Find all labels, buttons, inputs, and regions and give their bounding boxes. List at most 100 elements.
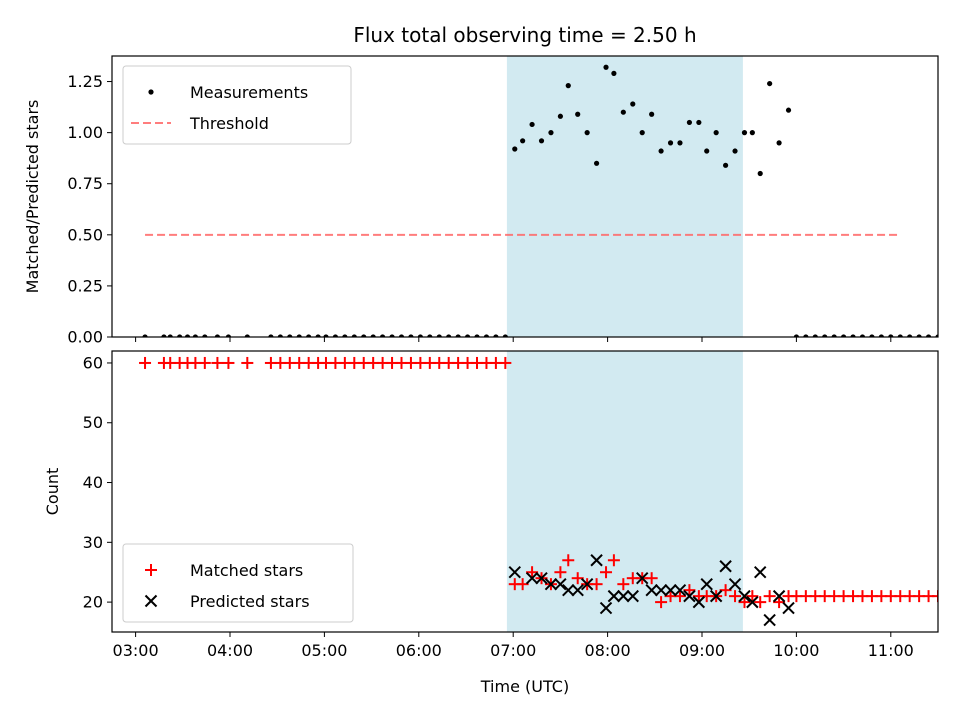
data-point-measurements [538, 138, 545, 144]
data-point-measurements [351, 334, 357, 337]
data-point-predicted-stars [746, 595, 759, 609]
data-point-measurements [812, 334, 818, 337]
data-point-predicted-stars [763, 613, 776, 627]
plot-area [139, 356, 960, 627]
data-point-measurements [427, 334, 433, 337]
data-point-matched-stars [673, 590, 686, 603]
data-point-predicted-stars [580, 577, 594, 591]
data-point-matched-stars [562, 554, 575, 567]
y-tick-label: 0.25 [67, 276, 103, 295]
data-point-measurements [803, 334, 809, 337]
data-point-measurements [945, 334, 950, 339]
data-point-measurements [776, 140, 782, 146]
observing-window-shade [506, 56, 743, 337]
data-point-matched-stars [607, 554, 620, 567]
data-point-measurements [408, 334, 414, 337]
data-point-measurements [177, 334, 183, 337]
data-point-measurements [916, 334, 922, 337]
data-point-predicted-stars [692, 595, 706, 609]
data-point-measurements [529, 121, 535, 128]
data-point-measurements [287, 334, 293, 337]
legend-box [122, 543, 354, 623]
ratio-panel: 0.00 0.25 0.50 0.75 1.00 1.25 Matched/Predicte… [23, 55, 959, 347]
data-point-measurements [859, 334, 866, 337]
data-point-matched-stars [683, 584, 696, 597]
legend: Measurements Threshold [122, 65, 352, 145]
x-tick-label: 09:00 [679, 641, 725, 660]
data-point-predicted-stars [590, 554, 603, 567]
data-point-measurements [575, 111, 581, 117]
data-point-measurements [713, 130, 719, 136]
data-point-matched-stars [211, 356, 224, 369]
data-point-measurements [749, 130, 755, 136]
legend-entry-measurements: Measurements [190, 83, 308, 102]
data-point-matched-stars [951, 590, 960, 602]
legend-entry-predicted-stars: Predicted stars [190, 592, 310, 611]
data-point-measurements [677, 140, 683, 146]
y-tick-label: 1.25 [67, 72, 103, 91]
data-point-matched-stars [198, 356, 211, 369]
data-point-matched-stars [773, 596, 786, 609]
data-point-measurements [306, 334, 312, 337]
data-point-predicted-stars [599, 601, 613, 615]
data-point-measurements [557, 113, 564, 119]
x-tick-label: 06:00 [396, 641, 442, 660]
data-point-measurements [520, 138, 526, 144]
data-point-measurements [831, 334, 837, 337]
data-point-measurements [548, 130, 554, 136]
data-point-measurements [192, 334, 198, 337]
data-point-measurements [611, 70, 617, 76]
data-point-predicted-stars [645, 583, 658, 597]
data-point-matched-stars [655, 596, 668, 609]
data-point-matched-stars [941, 590, 953, 602]
data-point-measurements [167, 334, 173, 337]
data-point-measurements [214, 334, 221, 337]
data-point-measurements [850, 334, 856, 337]
data-point-measurements [696, 119, 702, 126]
data-point-predicted-stars [772, 589, 786, 603]
data-point-measurements [268, 334, 274, 337]
data-point-predicted-stars [508, 566, 521, 579]
x-tick-label: 11:00 [868, 641, 914, 660]
data-point-matched-stars [241, 356, 254, 369]
y-tick-label: 50 [83, 413, 103, 432]
x-tick-label: 05:00 [301, 641, 347, 660]
x-tick-label: 08:00 [585, 641, 631, 660]
data-point-measurements [332, 334, 339, 337]
data-point-measurements [184, 334, 191, 337]
data-point-matched-stars [516, 578, 529, 591]
data-point-predicted-stars [782, 601, 795, 615]
data-point-matched-stars [590, 578, 603, 591]
legend-entry-threshold: Threshold [189, 114, 269, 133]
data-point-measurements [370, 334, 376, 337]
data-point-predicted-stars [544, 577, 558, 591]
y-tick-label: 1.00 [67, 123, 103, 142]
data-point-matched-stars [571, 572, 584, 585]
data-point-measurements [954, 334, 959, 339]
data-point-measurements [380, 334, 386, 337]
data-point-matched-stars [617, 578, 630, 591]
data-point-predicted-stars [525, 571, 539, 585]
data-point-predicted-stars [654, 583, 668, 597]
data-point-measurements [732, 148, 738, 154]
data-point-predicted-stars [636, 571, 649, 585]
data-point-predicted-stars [738, 589, 751, 603]
data-point-measurements [225, 334, 232, 337]
data-point-predicted-stars [664, 583, 677, 597]
data-point-measurements [323, 334, 329, 337]
y-tick-label: 0.00 [67, 328, 103, 347]
data-point-predicted-stars [728, 577, 742, 591]
data-point-measurements [667, 140, 674, 146]
data-point-matched-stars [222, 356, 235, 369]
data-point-predicted-stars [626, 589, 639, 603]
data-point-measurements [639, 130, 645, 136]
x-tick-label: 03:00 [113, 641, 159, 660]
data-point-measurements [417, 334, 423, 337]
x-tick-label: 04:00 [207, 641, 253, 660]
data-point-measurements [398, 334, 405, 337]
data-point-measurements [757, 170, 763, 177]
data-point-matched-stars [499, 356, 512, 369]
data-point-matched-stars [526, 566, 539, 579]
data-point-measurements [878, 334, 884, 337]
